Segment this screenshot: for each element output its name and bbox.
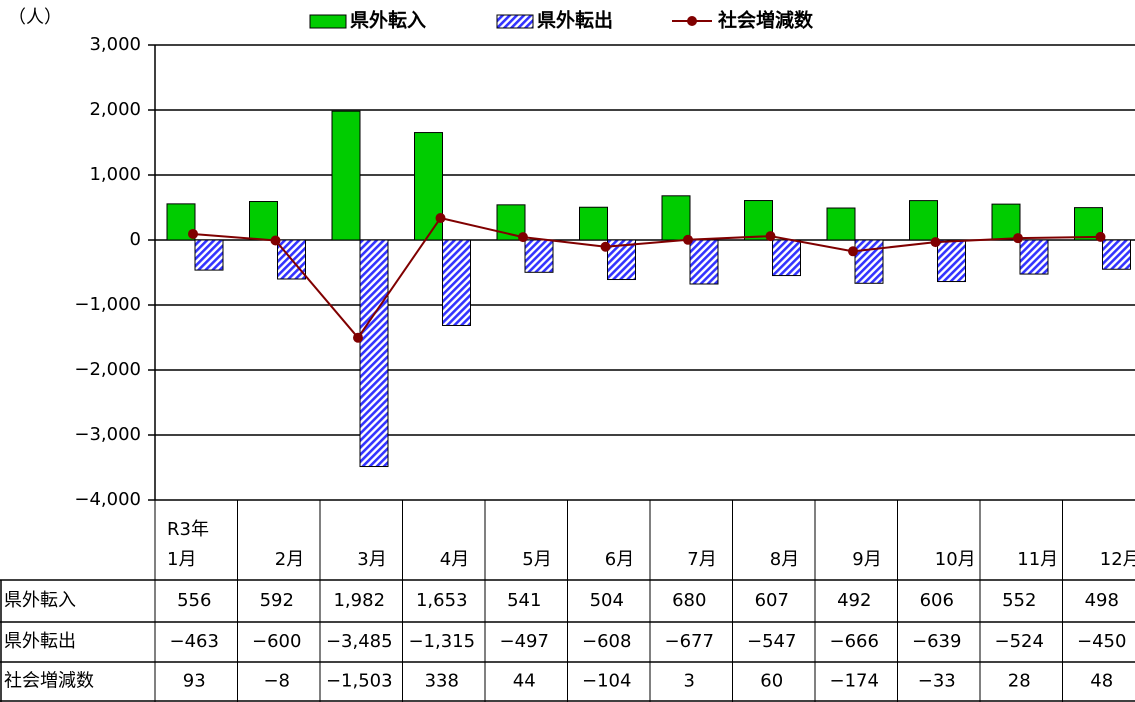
bar: [194, 239, 224, 271]
table-cell: 28: [1008, 671, 1031, 692]
table-cell: 498: [1085, 590, 1119, 611]
category-label: 10月: [935, 549, 976, 570]
point: [848, 246, 858, 257]
bar: [442, 239, 471, 326]
table-cell: 504: [590, 590, 624, 611]
category-label: R3年 1月: [167, 519, 209, 570]
table-cell: −666: [830, 631, 879, 652]
category-label: 3月: [357, 549, 386, 570]
table-cell: −8: [263, 671, 290, 692]
table-cell: −33: [918, 671, 956, 692]
bar: [689, 239, 719, 285]
legend-label: 県外転入: [350, 9, 426, 32]
table-cell: 3: [684, 671, 695, 692]
y-tick-label: 2,000: [89, 99, 141, 120]
bar: [1102, 239, 1131, 270]
table-cell: −463: [170, 631, 219, 652]
table-cell: 492: [837, 590, 871, 611]
point: [930, 237, 941, 248]
table-cell: 1,653: [416, 590, 468, 611]
y-tick-label: −1,000: [74, 294, 141, 315]
point: [765, 231, 776, 242]
point: [1095, 231, 1106, 242]
point: [518, 232, 528, 243]
table-cell: −608: [582, 631, 631, 652]
table-cell: 680: [672, 590, 706, 611]
table-cell: 556: [177, 590, 211, 611]
table-cell: −547: [747, 631, 796, 652]
row-header: 県外転入: [4, 590, 76, 611]
line: [192, 216, 1101, 340]
bar: [524, 239, 554, 273]
point: [435, 213, 446, 224]
y-tick-label: −3,000: [74, 424, 141, 445]
bar: [249, 201, 278, 241]
table-cell: 48: [1090, 671, 1113, 692]
category-label: 11月: [1017, 549, 1058, 570]
y-tick-label: −4,000: [74, 489, 141, 510]
y-tick-label: 1,000: [89, 164, 141, 185]
y-tick-label: −2,000: [74, 359, 141, 380]
category-label: 12月: [1100, 549, 1135, 570]
table-cell: −174: [830, 671, 879, 692]
category-label: 8月: [770, 549, 799, 570]
table-cell: 93: [183, 671, 206, 692]
point: [600, 241, 611, 252]
category-label: 2月: [275, 549, 304, 570]
table-cell: −104: [582, 671, 631, 692]
bar: [772, 239, 801, 277]
table-cell: −639: [912, 631, 961, 652]
table-cell: 541: [507, 590, 541, 611]
category-label: 9月: [852, 549, 881, 570]
table-cell: 60: [760, 671, 783, 692]
bar: [854, 239, 884, 284]
point: [270, 235, 281, 246]
category-label: 7月: [687, 549, 716, 570]
y-tick-label: 0: [130, 229, 141, 250]
bar: [579, 206, 608, 241]
table-cell: −3,485: [326, 631, 393, 652]
legend-swatch: [496, 14, 534, 29]
bar: [331, 110, 361, 241]
point: [1013, 233, 1023, 244]
table-cell: 44: [513, 671, 536, 692]
bar: [826, 207, 856, 241]
table-cell: −600: [252, 631, 301, 652]
table-cell: −1,315: [408, 631, 475, 652]
point: [683, 234, 693, 245]
table-cell: −1,503: [326, 671, 393, 692]
point: [188, 228, 198, 239]
bar: [661, 195, 691, 241]
category-label: 5月: [522, 549, 551, 570]
legend-swatch: [309, 14, 347, 29]
bar: [937, 239, 966, 283]
table-cell: 606: [920, 590, 954, 611]
row-header: 社会増減数: [4, 671, 94, 692]
table-cell: 592: [260, 590, 294, 611]
table-cell: 552: [1002, 590, 1036, 611]
table-cell: −497: [500, 631, 549, 652]
bar: [1019, 239, 1049, 275]
y-tick-label: 3,000: [89, 34, 141, 55]
legend-label: 社会増減数: [717, 9, 814, 32]
table-cell: 1,982: [333, 590, 385, 611]
bar: [909, 200, 938, 241]
category-label: 6月: [605, 549, 634, 570]
point: [353, 332, 363, 343]
row-header: 県外転出: [4, 631, 76, 652]
legend-swatch: [687, 16, 697, 26]
table-cell: 338: [425, 671, 459, 692]
legend-label: 県外転出: [537, 9, 613, 32]
bar: [359, 239, 389, 468]
bar: [414, 132, 443, 241]
table-cell: −450: [1077, 631, 1126, 652]
category-label: 4月: [440, 549, 469, 570]
y-unit: （人）: [8, 7, 62, 28]
table-cell: −524: [995, 631, 1044, 652]
table-cell: −677: [665, 631, 714, 652]
table-cell: 607: [755, 590, 789, 611]
